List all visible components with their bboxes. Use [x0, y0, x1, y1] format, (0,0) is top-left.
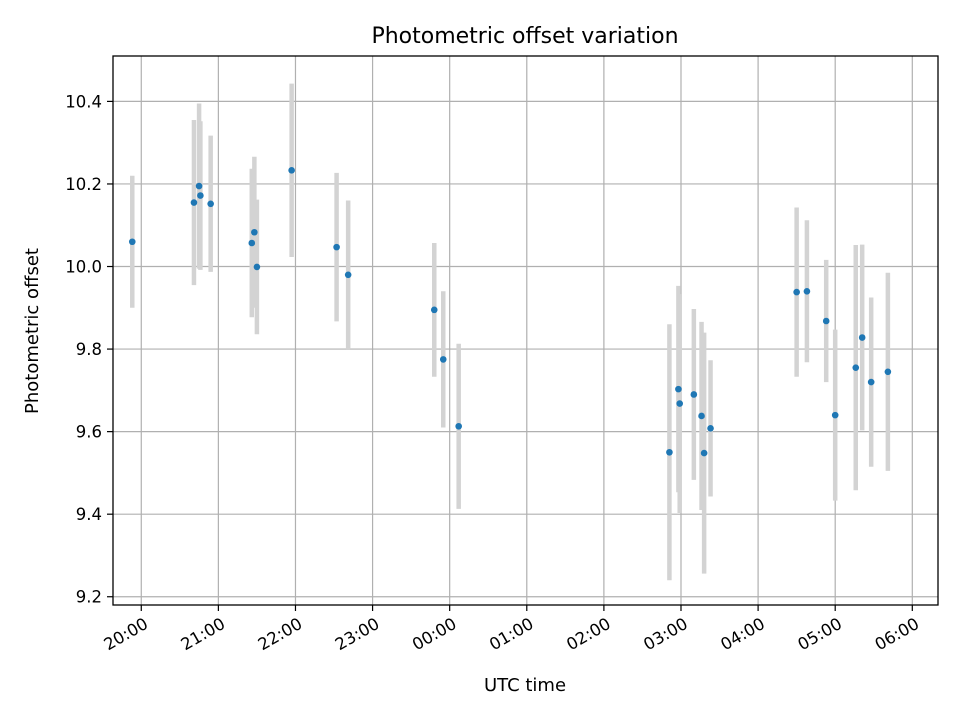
data-point	[439, 356, 447, 363]
data-point	[253, 263, 261, 271]
data-point	[675, 385, 682, 393]
x-tick-label: 21:00	[178, 614, 229, 654]
data-point	[333, 243, 340, 251]
data-point	[676, 400, 684, 407]
y-tick-label: 10.0	[65, 258, 102, 277]
x-tick-label: 05:00	[795, 614, 846, 654]
x-tick-label: 04:00	[717, 614, 768, 654]
x-gridlines	[140, 56, 913, 605]
data-point	[248, 239, 256, 247]
x-tick-label: 23:00	[332, 614, 383, 654]
x-tick-label: 22:00	[255, 614, 306, 654]
data-point	[707, 425, 714, 432]
error-bars	[130, 83, 891, 581]
data-point	[698, 412, 705, 420]
data-point	[884, 368, 892, 376]
x-tick-label: 03:00	[640, 614, 691, 654]
data-point	[803, 287, 811, 295]
y-tick-label: 10.2	[65, 175, 102, 194]
data-point	[793, 288, 800, 296]
data-point	[831, 411, 839, 419]
y-tick-label: 9.4	[76, 505, 102, 524]
y-gridlines	[113, 100, 938, 598]
y-tick-label: 9.8	[76, 340, 102, 359]
data-point	[344, 271, 352, 279]
data-point	[288, 167, 295, 174]
x-tick-label: 01:00	[486, 614, 537, 654]
x-tick-label: 20:00	[101, 614, 152, 654]
plot-frame	[112, 55, 939, 606]
y-tick-label: 9.6	[76, 423, 102, 442]
data-point	[852, 364, 860, 371]
data-point	[822, 317, 830, 325]
y-tick-label: 10.4	[65, 92, 102, 111]
x-axis-ticks: 20:00 21:00 22:00 23:00 00:00 01:00 02:00 03:00…	[101, 605, 923, 654]
data-point	[455, 422, 462, 430]
data-point	[195, 182, 203, 190]
data-point	[867, 378, 875, 386]
y-axis-label: Photometric offset	[22, 248, 43, 414]
data-point	[190, 199, 198, 206]
y-axis-ticks: 9.2 9.4 9.6 9.8 10.0 10.2 10.4	[65, 92, 113, 607]
x-axis-label: UTC time	[484, 675, 566, 696]
x-tick-label: 06:00	[872, 614, 923, 654]
chart-title: Photometric offset variation	[371, 24, 678, 49]
x-tick-label: 02:00	[563, 614, 614, 654]
data-point	[690, 391, 698, 398]
data-point	[666, 448, 673, 456]
data-points	[128, 167, 892, 457]
data-point	[858, 334, 866, 341]
data-point	[197, 192, 204, 199]
data-point	[700, 449, 708, 457]
y-tick-label: 9.2	[76, 588, 102, 607]
data-point	[207, 200, 214, 208]
x-tick-label: 00:00	[409, 614, 460, 654]
data-point	[430, 306, 438, 314]
data-point	[251, 228, 258, 236]
data-point	[128, 238, 136, 246]
